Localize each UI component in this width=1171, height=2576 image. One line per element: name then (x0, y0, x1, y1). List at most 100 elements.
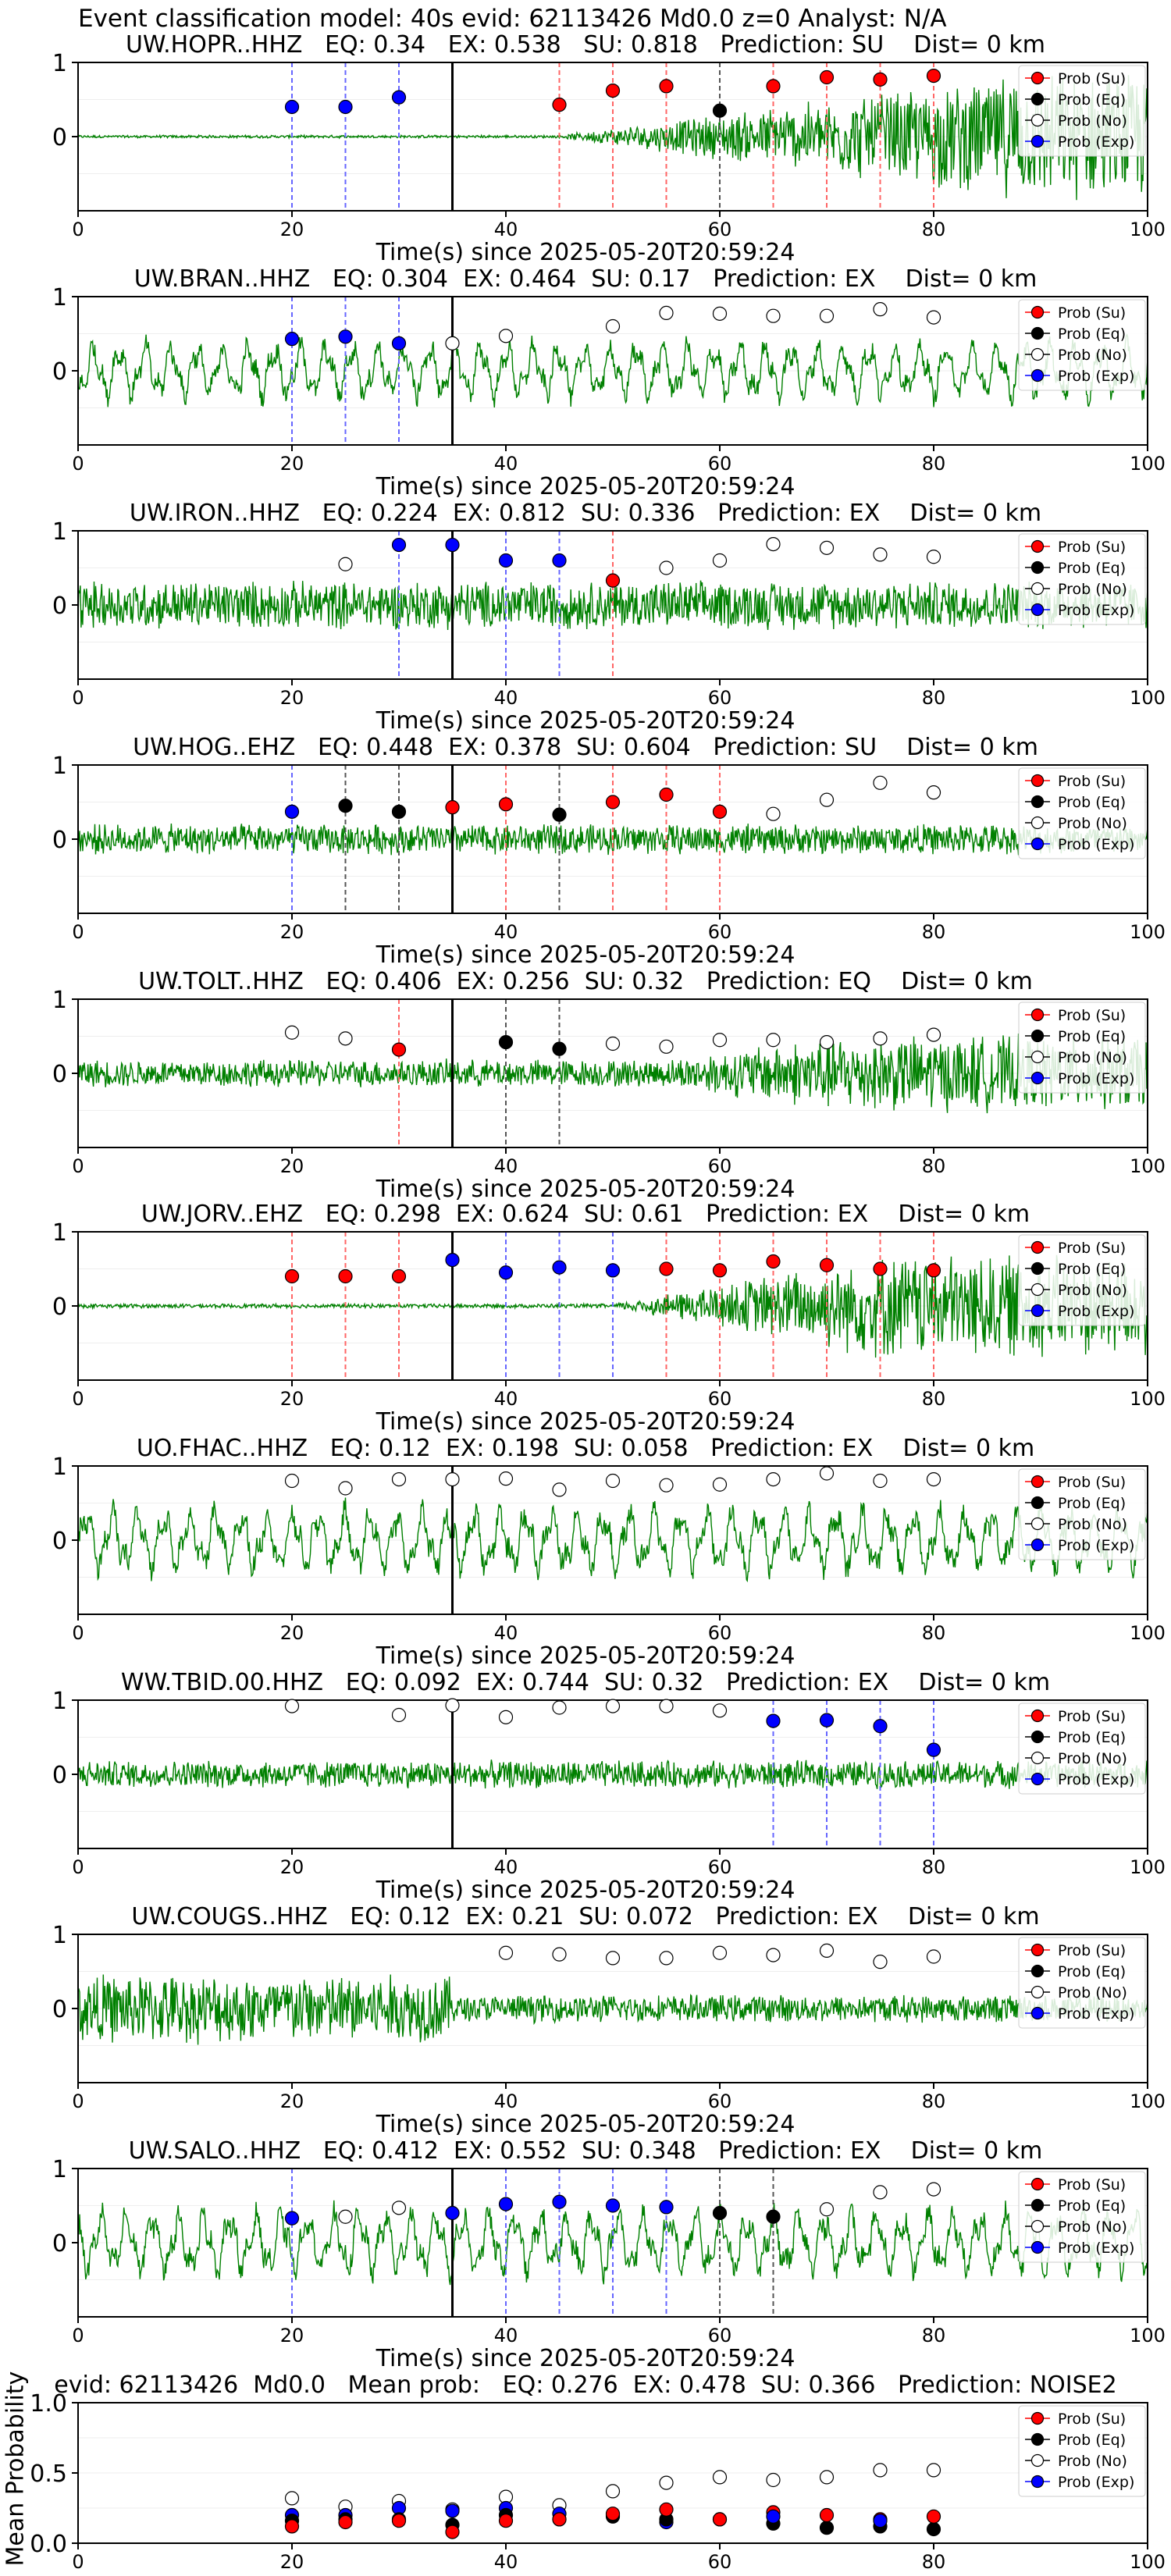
waveform-trace (77, 333, 1148, 408)
legend-marker-eq (1030, 1029, 1045, 1043)
point-prob-no (338, 1481, 353, 1496)
point-prob-no (873, 1955, 888, 1969)
panel-title: UW.HOG..EHZ EQ: 0.448 EX: 0.378 SU: 0.60… (133, 734, 1038, 761)
legend-marker-exp (1030, 2006, 1045, 2020)
point-prob-no (873, 775, 888, 790)
y-tick-label: 0 (52, 1996, 67, 2023)
x-tick-label: 20 (280, 453, 304, 475)
legend-marker-su (1030, 1240, 1045, 1254)
y-tick-label: 1 (52, 518, 67, 546)
panel-title: UW.TOLT..HHZ EQ: 0.406 EX: 0.256 SU: 0.3… (138, 968, 1033, 995)
y-tick-label: 1 (52, 987, 67, 1014)
x-tick-label: 0 (72, 1856, 84, 1878)
x-tick-label: 100 (1130, 687, 1166, 709)
panel-title: UW.HOPR..HHZ EQ: 0.34 EX: 0.538 SU: 0.81… (125, 31, 1046, 59)
legend-marker-su (1030, 1008, 1045, 1022)
legend-marker-eq (1030, 1261, 1045, 1276)
point-prob-no (284, 1699, 300, 1713)
x-tick-label: 20 (280, 921, 304, 943)
point-prob-no (498, 1471, 514, 1486)
x-tick-label: 80 (922, 921, 946, 943)
y-tick-label: 0.5 (30, 2460, 67, 2488)
legend-marker-exp (1030, 2240, 1045, 2254)
legend-marker-su (1030, 774, 1045, 788)
point-prob-exp (552, 553, 567, 568)
point-prob-exp (498, 2197, 514, 2211)
panel-title: UW.COUGS..HHZ EQ: 0.12 EX: 0.21 SU: 0.07… (131, 1903, 1040, 1930)
legend-label: Prob (Eq) (1058, 794, 1126, 811)
waveform-trace (77, 1974, 1148, 2045)
legend-marker-exp (1030, 2475, 1045, 2489)
point-prob-su (659, 2502, 674, 2517)
point-prob-exp (605, 1263, 621, 1278)
figure-title: Event classification model: 40s evid: 62… (78, 5, 947, 33)
legend-marker-no (1030, 2219, 1045, 2233)
x-tick-label: 60 (708, 1622, 732, 1644)
legend-marker-su (1030, 539, 1045, 553)
legend-label: Prob (Eq) (1058, 2432, 1126, 2449)
legend-box (1018, 1468, 1146, 1560)
point-prob-no (445, 1698, 460, 1713)
waveform-trace (77, 1759, 1148, 1789)
x-axis-label: Time(s) since 2025-05-20T20:59:24 (376, 941, 795, 969)
point-prob-su (338, 1268, 353, 1284)
x-tick-label: 80 (922, 2090, 946, 2112)
legend-marker-exp (1030, 1772, 1045, 1786)
y-tick-label: 0 (52, 2230, 67, 2258)
x-tick-label: 40 (494, 1155, 518, 1177)
point-prob-su (659, 79, 674, 94)
point-prob-no (873, 302, 888, 317)
x-tick-label: 40 (494, 921, 518, 943)
point-prob-exp (873, 2514, 888, 2528)
y-tick-label: 1 (52, 1688, 67, 1715)
point-prob-no (926, 2182, 941, 2197)
point-prob-su (712, 2512, 728, 2527)
point-prob-exp (498, 553, 514, 568)
point-prob-no (605, 1473, 621, 1489)
point-prob-exp (926, 1742, 941, 1757)
legend-label: Prob (No) (1058, 2453, 1127, 2470)
point-prob-exp (284, 804, 300, 819)
point-prob-eq (338, 799, 353, 813)
x-tick-label: 40 (494, 1622, 518, 1644)
point-prob-su (819, 69, 835, 85)
point-prob-no (712, 1703, 728, 1718)
x-axis-label: Time(s) since 2025-05-20T20:59:24 (376, 1176, 795, 1203)
panel-7: 0 20 40 60 80 100 1 0 Prob (Su) Prob (Eq) Prob (No… (52, 1453, 1166, 1644)
x-tick-label: 80 (922, 1388, 946, 1410)
point-prob-no (338, 557, 353, 571)
x-tick-label: 60 (708, 219, 732, 240)
point-prob-su (819, 2507, 835, 2523)
legend-label: Prob (Su) (1058, 70, 1126, 87)
legend-marker-no (1030, 1050, 1045, 1064)
legend-label: Prob (Su) (1058, 2176, 1126, 2194)
point-prob-exp (766, 1713, 781, 1728)
legend-label: Prob (No) (1058, 1516, 1127, 1533)
point-prob-exp (284, 2211, 300, 2226)
point-prob-su (605, 573, 621, 588)
point-prob-no (766, 308, 781, 323)
legend-box (1018, 299, 1146, 391)
point-prob-exp (338, 329, 353, 344)
legend-marker-exp (1030, 837, 1045, 851)
point-prob-su (659, 1261, 674, 1276)
legend-marker-no (1030, 2453, 1045, 2467)
legend-marker-no (1030, 1751, 1045, 1765)
x-tick-label: 100 (1130, 219, 1166, 240)
x-tick-label: 20 (280, 687, 304, 709)
point-prob-no (926, 1471, 941, 1487)
x-tick-label: 0 (72, 687, 84, 709)
legend-marker-exp (1030, 1304, 1045, 1318)
legend-label: Prob (Eq) (1058, 2197, 1126, 2215)
x-tick-label: 80 (922, 2325, 946, 2347)
x-tick-label: 0 (72, 1388, 84, 1410)
legend-marker-no (1030, 582, 1045, 596)
x-tick-label: 40 (494, 687, 518, 709)
legend-marker-eq (1030, 795, 1045, 809)
legend-marker-eq (1030, 326, 1045, 340)
legend-marker-eq (1030, 1964, 1045, 1978)
y-tick-label: 1 (52, 2156, 67, 2183)
x-axis-label: Time(s) since 2025-05-20T20:59:24 (376, 473, 795, 500)
legend-label: Prob (Eq) (1058, 1495, 1126, 1512)
x-tick-label: 60 (708, 1155, 732, 1177)
